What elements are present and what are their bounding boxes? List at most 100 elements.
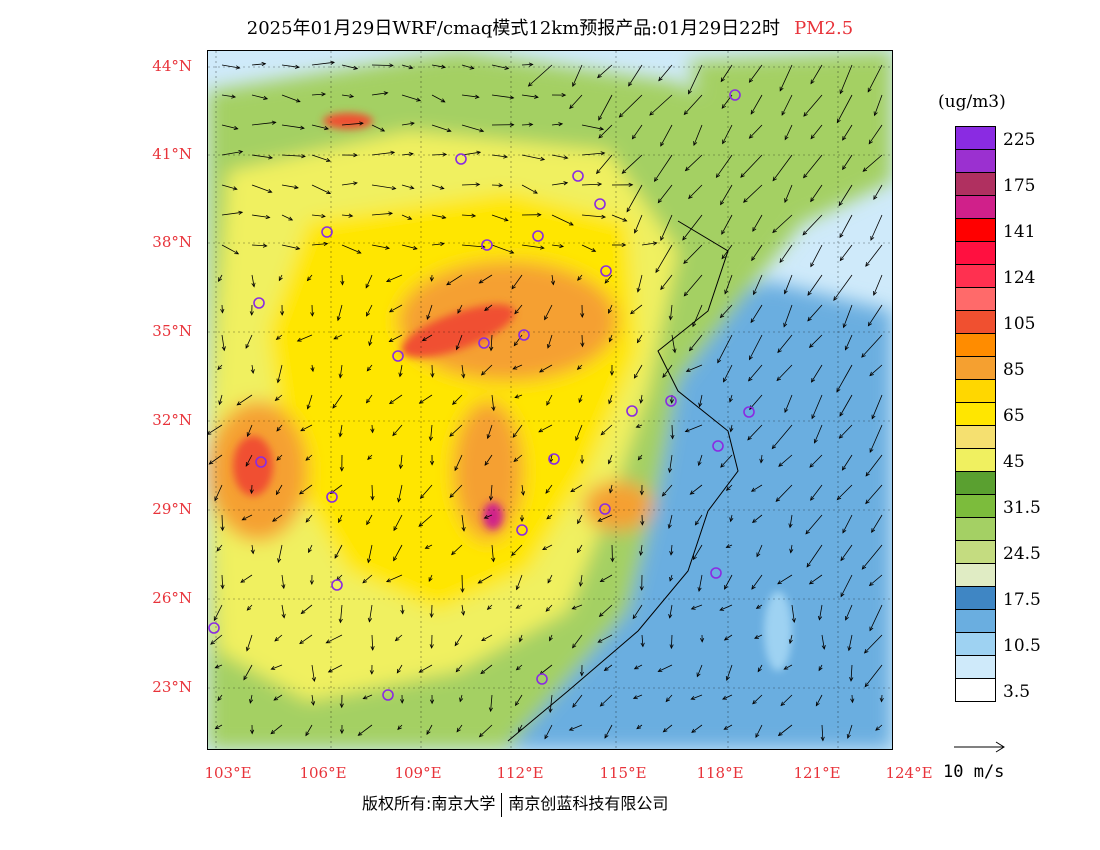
city-markers bbox=[208, 89, 755, 701]
wind-arrow-head bbox=[722, 695, 727, 700]
wind-arrow-head bbox=[840, 592, 845, 598]
lat-label: 32°N bbox=[152, 411, 192, 429]
wind-arrow-head bbox=[840, 556, 845, 562]
wind-arrow-head bbox=[294, 64, 300, 69]
wind-arrow-head bbox=[357, 731, 363, 736]
wind-arrow-head bbox=[821, 644, 826, 650]
wind-arrow bbox=[578, 394, 583, 403]
wind-arrow-head bbox=[421, 337, 427, 342]
wind-arrow bbox=[810, 244, 823, 267]
wind-arrow-head bbox=[544, 315, 549, 321]
wind-arrow-head bbox=[217, 696, 222, 702]
wind-arrow bbox=[572, 604, 583, 610]
wind-arrow-head bbox=[715, 173, 721, 179]
wind-arrow-head bbox=[545, 607, 551, 612]
wind-arrow bbox=[401, 94, 421, 101]
wind-arrow-head bbox=[416, 97, 422, 102]
wind-arrow-head bbox=[397, 725, 402, 731]
wind-arrow bbox=[339, 364, 343, 378]
wind-arrow bbox=[221, 94, 236, 98]
wind-arrow bbox=[581, 214, 606, 218]
wind-arrow-head bbox=[720, 77, 725, 83]
wind-arrow bbox=[456, 334, 463, 350]
colorbar-cell bbox=[955, 310, 996, 333]
wind-arrow-head bbox=[367, 558, 372, 564]
wind-arrow bbox=[683, 274, 703, 297]
wind-arrow-head bbox=[777, 731, 783, 737]
wind-arrow bbox=[803, 154, 823, 178]
wind-arrow bbox=[249, 694, 253, 704]
wind-arrow-head bbox=[750, 109, 755, 115]
wind-arrow bbox=[459, 694, 463, 702]
wind-arrow bbox=[839, 214, 853, 238]
wind-arrow-head bbox=[213, 616, 218, 622]
wind-arrow-head bbox=[639, 551, 644, 557]
lat-label: 26°N bbox=[152, 589, 192, 607]
wind-arrow bbox=[861, 334, 883, 358]
wind-arrow bbox=[386, 574, 403, 582]
wind-arrow-head bbox=[408, 65, 414, 70]
copyright-left: 版权所有:南京大学 bbox=[362, 794, 496, 813]
wind-arrow-head bbox=[231, 94, 237, 99]
wind-arrow bbox=[551, 182, 568, 186]
wind-arrow bbox=[608, 304, 613, 314]
city-marker bbox=[382, 689, 394, 701]
wind-arrow bbox=[821, 634, 825, 650]
wind-arrow bbox=[747, 424, 763, 441]
wind-arrow bbox=[521, 154, 545, 160]
wind-arrow-head bbox=[849, 677, 854, 682]
wind-arrow-head bbox=[441, 64, 447, 69]
wind-arrow bbox=[386, 274, 403, 282]
wind-arrow-head bbox=[558, 122, 564, 127]
wind-arrow-head bbox=[721, 254, 726, 260]
wind-arrow-head bbox=[838, 201, 843, 207]
colorbar-label: 141 bbox=[1003, 222, 1036, 242]
wind-arrow bbox=[684, 94, 703, 115]
wind-arrow-head bbox=[234, 250, 240, 255]
wind-arrow-head bbox=[777, 348, 782, 354]
wind-arrow-head bbox=[548, 708, 553, 713]
wind-arrow-head bbox=[639, 398, 644, 404]
wind-arrow bbox=[581, 152, 605, 156]
wind-arrow bbox=[723, 364, 733, 382]
wind-arrow-head bbox=[622, 217, 628, 222]
wind-arrow bbox=[281, 184, 299, 189]
wind-arrow bbox=[371, 184, 396, 189]
wind-arrow bbox=[581, 124, 604, 130]
wind-arrow-head bbox=[578, 582, 584, 587]
wind-arrow-head bbox=[391, 185, 397, 191]
wind-arrow-head bbox=[577, 276, 582, 281]
wind-arrow bbox=[720, 184, 733, 205]
wind-arrow bbox=[721, 214, 733, 235]
city-marker bbox=[743, 406, 755, 418]
wind-arrow-head bbox=[509, 249, 515, 254]
wind-arrow bbox=[392, 424, 403, 436]
wind-arrow-head bbox=[817, 615, 823, 621]
wind-arrow-head bbox=[441, 214, 447, 220]
wind-arrow bbox=[275, 394, 283, 401]
wind-arrow-head bbox=[655, 268, 660, 274]
wind-arrow bbox=[539, 664, 553, 675]
wind-arrow-head bbox=[873, 290, 877, 296]
wind-arrow bbox=[341, 214, 353, 217]
wind-arrow-head bbox=[393, 556, 398, 562]
wind-arrow-head bbox=[865, 499, 870, 505]
wind-arrow-head bbox=[334, 553, 339, 559]
wind-arrow-head bbox=[471, 213, 477, 218]
wind-arrow bbox=[803, 94, 823, 117]
wind-arrow-head bbox=[265, 214, 271, 220]
wind-arrow bbox=[481, 364, 493, 376]
hotspot-hubei bbox=[453, 401, 523, 541]
wind-arrow bbox=[749, 334, 763, 360]
colorbar-cell bbox=[955, 632, 996, 655]
wind-arrow-head bbox=[864, 682, 869, 688]
wind-arrow bbox=[301, 604, 313, 614]
wind-arrow-head bbox=[544, 734, 549, 740]
wind-arrow bbox=[281, 64, 299, 68]
wind-arrow-head bbox=[610, 557, 615, 563]
lon-label: 115°E bbox=[599, 764, 647, 782]
wind-arrow-head bbox=[778, 462, 783, 467]
wind-arrow-head bbox=[759, 458, 764, 464]
colorbar-cell bbox=[955, 356, 996, 379]
wind-arrow bbox=[569, 724, 583, 731]
